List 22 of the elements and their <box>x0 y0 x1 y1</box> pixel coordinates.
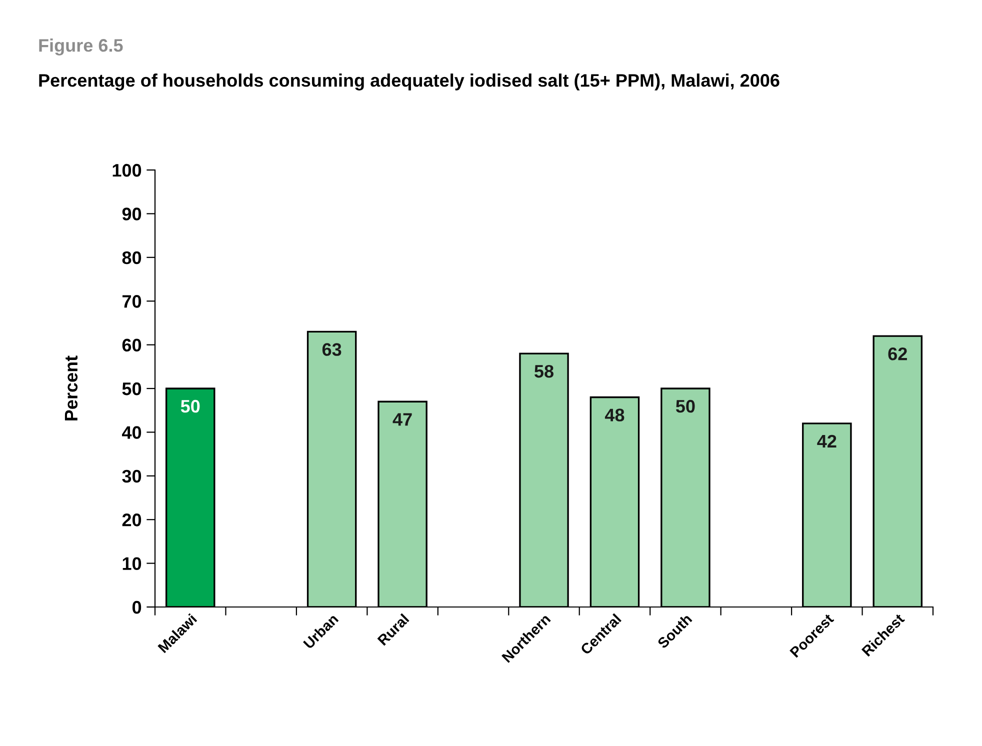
data-label: 42 <box>817 434 836 448</box>
y-tick-label: 40 <box>122 426 142 439</box>
data-label: 50 <box>676 400 695 413</box>
data-label: 50 <box>180 400 200 413</box>
chart-subtitle: Percentage of households consuming adequately iodised salt (15+ PPM), Malawi, 2006 <box>39 74 780 90</box>
y-tick-label: 50 <box>122 382 142 396</box>
data-label: 58 <box>534 364 554 378</box>
y-tick-label: 10 <box>122 557 142 570</box>
data-label: 62 <box>888 347 907 360</box>
data-label: 48 <box>604 408 624 422</box>
y-tick-label: 30 <box>122 470 142 483</box>
chart-title: Figure 6.5 <box>39 38 123 56</box>
data-label: 47 <box>392 413 412 426</box>
y-tick-label: 100 <box>112 164 142 177</box>
data-label: 63 <box>322 343 342 356</box>
y-tick-label: 70 <box>122 295 142 308</box>
y-axis-title: Percent <box>64 356 78 420</box>
y-tick-label: 90 <box>122 208 142 220</box>
y-tick-label: 80 <box>122 251 142 264</box>
y-tick-label: 0 <box>132 600 142 614</box>
y-tick-label: 60 <box>122 338 142 352</box>
y-tick-label: 20 <box>122 514 142 526</box>
